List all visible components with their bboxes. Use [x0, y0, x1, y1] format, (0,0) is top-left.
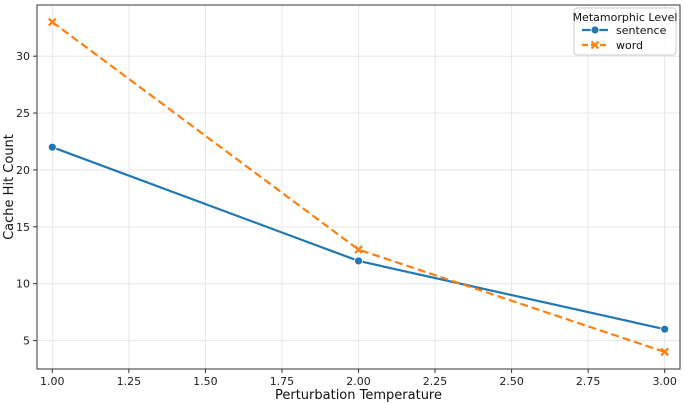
- x-tick-label: 2.25: [423, 375, 448, 388]
- x-tick-label: 2.00: [346, 375, 371, 388]
- x-tick-label: 1.00: [40, 375, 65, 388]
- y-tick-label: 5: [23, 335, 30, 348]
- x-tick-label: 1.75: [270, 375, 295, 388]
- data-point-sentence: [354, 256, 363, 266]
- legend-label-sentence: sentence: [616, 24, 667, 37]
- y-tick-label: 15: [16, 221, 30, 234]
- legend-items: sentence word: [582, 24, 667, 52]
- marker-stroke: [48, 17, 57, 27]
- data-point-word: [660, 347, 669, 357]
- marker-stroke: [590, 40, 600, 50]
- x-axis-title: Perturbation Temperature: [275, 388, 442, 403]
- x-tick-label: 3.00: [652, 375, 677, 388]
- legend-title: Metamorphic Level: [573, 11, 678, 24]
- data-point-word: [354, 245, 363, 254]
- series-line-word: [51, 21, 666, 353]
- legend: Metamorphic Level sentence word: [573, 7, 678, 56]
- y-tick-label: 25: [16, 107, 30, 120]
- y-axis-title: Cache Hit Count: [2, 134, 17, 240]
- x-tick-label: 1.25: [117, 375, 142, 388]
- y-tick-label: 30: [16, 50, 30, 63]
- marker-stroke: [354, 245, 363, 254]
- x-tick-label: 2.75: [576, 375, 601, 388]
- y-tick-label: 10: [16, 278, 30, 291]
- data-point-word: [48, 17, 57, 27]
- grid: [37, 5, 680, 369]
- legend-label-word: word: [616, 39, 643, 52]
- y-tick-label: 20: [16, 164, 30, 177]
- x-tick-label: 1.50: [193, 375, 218, 388]
- legend-marker-sentence: [590, 25, 600, 35]
- legend-box: [573, 7, 677, 56]
- marker-stroke: [660, 347, 669, 357]
- data-point-sentence: [47, 142, 57, 152]
- series: [47, 17, 670, 357]
- x-tick-label: 2.50: [499, 375, 524, 388]
- data-point-sentence: [660, 324, 670, 334]
- legend-marker-word: [590, 40, 600, 50]
- axis-ticks: 1.00 1.25 1.50 1.75 2.00 2.25 2.50 2.75 3.00 5 10 1…: [16, 50, 677, 388]
